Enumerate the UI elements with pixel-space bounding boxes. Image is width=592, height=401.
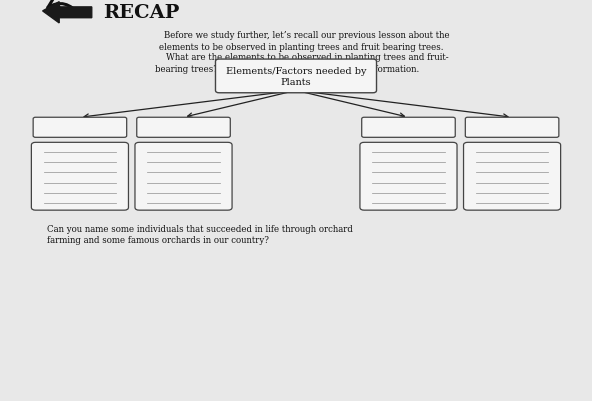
Text: What are the elements to be observed in planting trees and fruit-
    bearing tr: What are the elements to be observed in … [144, 53, 448, 73]
Polygon shape [43, 3, 92, 24]
FancyBboxPatch shape [215, 60, 377, 93]
FancyBboxPatch shape [464, 143, 561, 211]
Text: RECAP: RECAP [104, 4, 180, 22]
FancyBboxPatch shape [362, 118, 455, 138]
FancyBboxPatch shape [31, 143, 128, 211]
Text: Elements/Factors needed by
Plants: Elements/Factors needed by Plants [226, 67, 366, 86]
FancyBboxPatch shape [135, 143, 232, 211]
Text: Before we study further, let’s recall our previous lesson about the
    elements: Before we study further, let’s recall ou… [142, 30, 450, 51]
Text: Can you name some individuals that succeeded in life through orchard
farming and: Can you name some individuals that succe… [47, 224, 353, 245]
FancyBboxPatch shape [360, 143, 457, 211]
FancyBboxPatch shape [137, 118, 230, 138]
FancyBboxPatch shape [33, 118, 127, 138]
FancyBboxPatch shape [465, 118, 559, 138]
